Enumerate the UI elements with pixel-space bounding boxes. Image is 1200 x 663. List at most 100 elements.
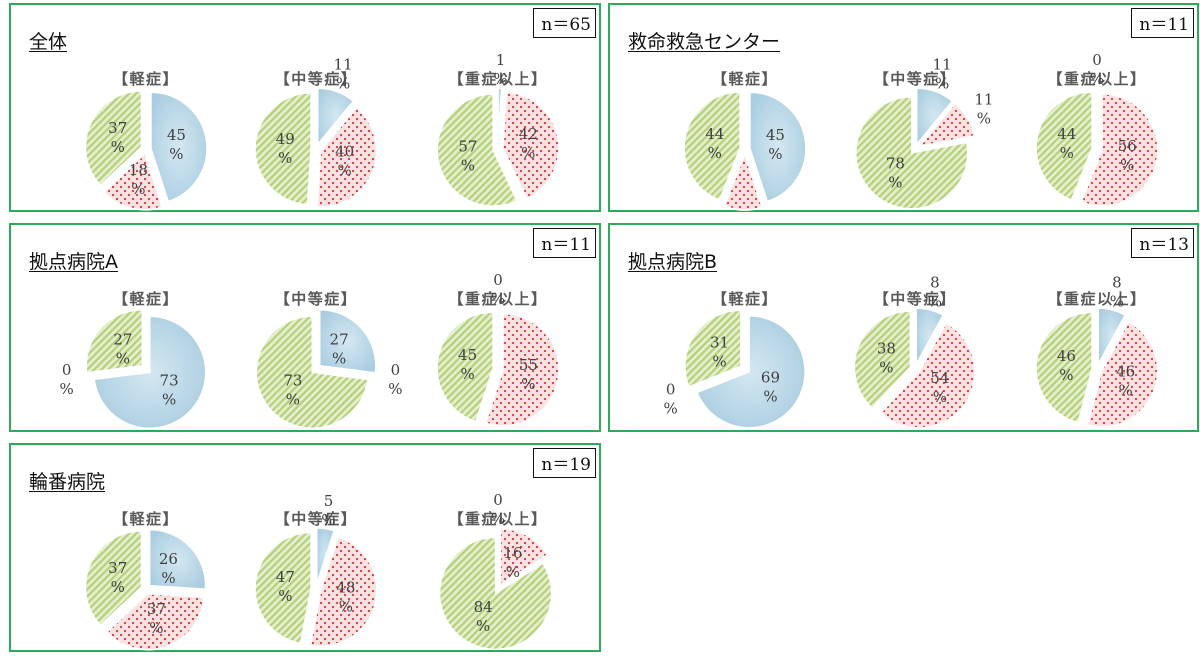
pie-data-label: 40% — [335, 142, 354, 179]
pie-data-label: 56% — [1118, 137, 1137, 174]
pie-slice-severe — [84, 90, 143, 187]
pie-slice-severe — [684, 309, 742, 388]
pie-slice-moderate — [1080, 93, 1159, 207]
pie-slice-light — [150, 91, 208, 203]
pie-title: 【中等症】 — [275, 510, 358, 528]
pie-slice-light — [93, 315, 207, 430]
pie-data-label: 73% — [160, 371, 179, 408]
pie-data-label: 1% — [493, 51, 507, 88]
pie-data-label: 0% — [663, 380, 677, 417]
n-badge: n＝11 — [1131, 8, 1194, 38]
pie-slice-light — [749, 91, 807, 203]
pie-slice-light — [497, 87, 503, 145]
pie-slice-light — [319, 308, 377, 374]
pie-slice-severe — [1035, 311, 1093, 424]
pie-data-label: 38% — [877, 340, 896, 377]
n-badge: n＝13 — [1131, 228, 1194, 258]
pie-data-label: 46% — [1116, 362, 1135, 399]
pie-slice-moderate — [316, 106, 378, 208]
pie-title: 【中等症】 — [275, 70, 358, 88]
pie-data-label: 27% — [330, 331, 349, 368]
pie-title: 【軽症】 — [113, 70, 179, 88]
pie-data-label: 37% — [108, 559, 127, 596]
pie-slice-severe — [254, 92, 312, 206]
pie-data-label: 0% — [388, 361, 402, 398]
n-badge: n＝65 — [533, 8, 596, 38]
pie-group: 【軽症】 26 % 37 % 37 % 【中等症】5 % 48 % 47 % 【重症以上】0 % 16 % 84% — [84, 491, 553, 651]
pie-slice-light — [915, 307, 945, 365]
pie-slice-moderate — [917, 102, 976, 148]
panel-base-hospital-a: 拠点病院A n＝11 【軽症】 73% 0% 27% 【中等症】 27% 0% 73% 【重症以… — [9, 223, 601, 432]
pie-data-label: 69% — [761, 368, 780, 405]
pie-data-label: 0% — [1090, 51, 1104, 88]
pie-data-label: 73% — [283, 371, 302, 408]
n-badge: n＝19 — [533, 448, 596, 478]
pie-slice-severe — [436, 311, 494, 423]
pie-data-label: 16% — [503, 544, 522, 581]
panel-title: 輪番病院 — [29, 471, 106, 493]
panel-rotation-hospital: 輪番病院 n＝19 【軽症】 26% 37% 37% 【中等症】 5% 48% 47% 【重症以… — [9, 443, 601, 652]
pie-slice-light — [1097, 307, 1127, 365]
panel-title: 救命救急センター — [628, 31, 781, 53]
pie-slice-moderate — [879, 321, 976, 429]
pie-data-label: 84% — [474, 598, 493, 635]
pie-title: 【軽症】 — [113, 290, 179, 308]
pie-title: 【重症以上】 — [448, 290, 547, 308]
pie-data-label: 48% — [336, 579, 355, 616]
pie-title: 【中等症】 — [275, 290, 358, 308]
pie-data-label: 0% — [491, 271, 505, 308]
pie-slice-severe — [254, 531, 312, 645]
pie-data-label: 45% — [766, 126, 785, 163]
pie-data-label: 11% — [334, 56, 353, 93]
pie-group: 【軽症】73 %0 %27 %【中等症】27 %0 %73 %【重症以上】0 %55 %45% — [59, 271, 560, 430]
pie-data-label: 11% — [933, 56, 952, 93]
pie-data-label: 42% — [519, 125, 538, 162]
pie-slice-moderate — [484, 313, 560, 427]
pie-data-label: 31% — [710, 334, 729, 371]
pie-slice-severe — [85, 308, 143, 374]
panel-title: 全体 — [29, 31, 68, 53]
pie-slice-severe — [255, 315, 369, 430]
pie-data-label: 37% — [147, 600, 166, 637]
pie-slice-severe — [855, 96, 969, 210]
pie-data-label: 37% — [108, 119, 127, 156]
pie-data-label: 5% — [321, 492, 335, 529]
pie-data-label: 11% — [974, 90, 993, 127]
pie-slice-light — [696, 315, 806, 429]
pie-slice-severe — [84, 530, 143, 627]
pie-slice-severe — [438, 536, 553, 651]
pie-data-label: 44% — [1057, 125, 1076, 162]
pie-slice-moderate — [723, 151, 764, 211]
pie-data-label: 27% — [113, 331, 132, 368]
panel-title: 拠点病院A — [29, 251, 118, 273]
pie-data-label: 57% — [458, 138, 477, 175]
panel-title: 拠点病院B — [628, 251, 718, 273]
pie-data-label: 0% — [59, 361, 73, 398]
pie-slice-light — [316, 87, 355, 147]
pie-slice-severe — [853, 310, 912, 410]
panel-base-hospital-b: 拠点病院B n＝13 【軽症】 69% 0% 31% 【中等症】 8% 54% 38% 【重症以… — [608, 223, 1199, 432]
pie-slice-severe — [436, 93, 518, 207]
pie-slice-light — [148, 528, 207, 590]
pie-data-label: 55% — [519, 356, 538, 393]
n-badge: n＝11 — [533, 228, 596, 258]
pie-data-label: 11% — [733, 211, 752, 214]
panel-emergency-center: 救命救急センター n＝11 【軽症】45%11%44%【中等症】11%11%78… — [608, 3, 1199, 214]
pie-title: 【重症以上】 — [448, 70, 547, 88]
pie-title: 【重症以上】 — [448, 510, 547, 528]
pie-group: 【軽症】 45 % 18 %37 % 【中等症】11 % 40 % 49 % 【重症以上】1 % 42 % 57… — [84, 51, 560, 211]
pie-slice-moderate — [102, 152, 164, 211]
pie-data-label: 45% — [458, 346, 477, 383]
pie-data-label: 44% — [705, 125, 724, 162]
pie-data-label: 78% — [886, 155, 905, 192]
pie-slice-light — [915, 87, 954, 147]
pie-slice-moderate — [309, 536, 378, 647]
pie-slice-severe — [1035, 91, 1093, 202]
pie-data-label: 26% — [159, 550, 178, 587]
pie-data-label: 49% — [276, 130, 295, 167]
pie-group: 【軽症】69 %0 %31 %【中等症】8 %54 %38 %【重症以上】8 %46 %46% — [663, 274, 1159, 429]
pie-data-label: 47% — [276, 568, 295, 605]
pie-title: 【軽症】 — [712, 290, 778, 308]
pie-title: 【重症以上】 — [1047, 290, 1146, 308]
pie-group: 【軽症】45%11%44%【中等症】11%11%78%【重症以上】0%56%44… — [683, 51, 1159, 214]
